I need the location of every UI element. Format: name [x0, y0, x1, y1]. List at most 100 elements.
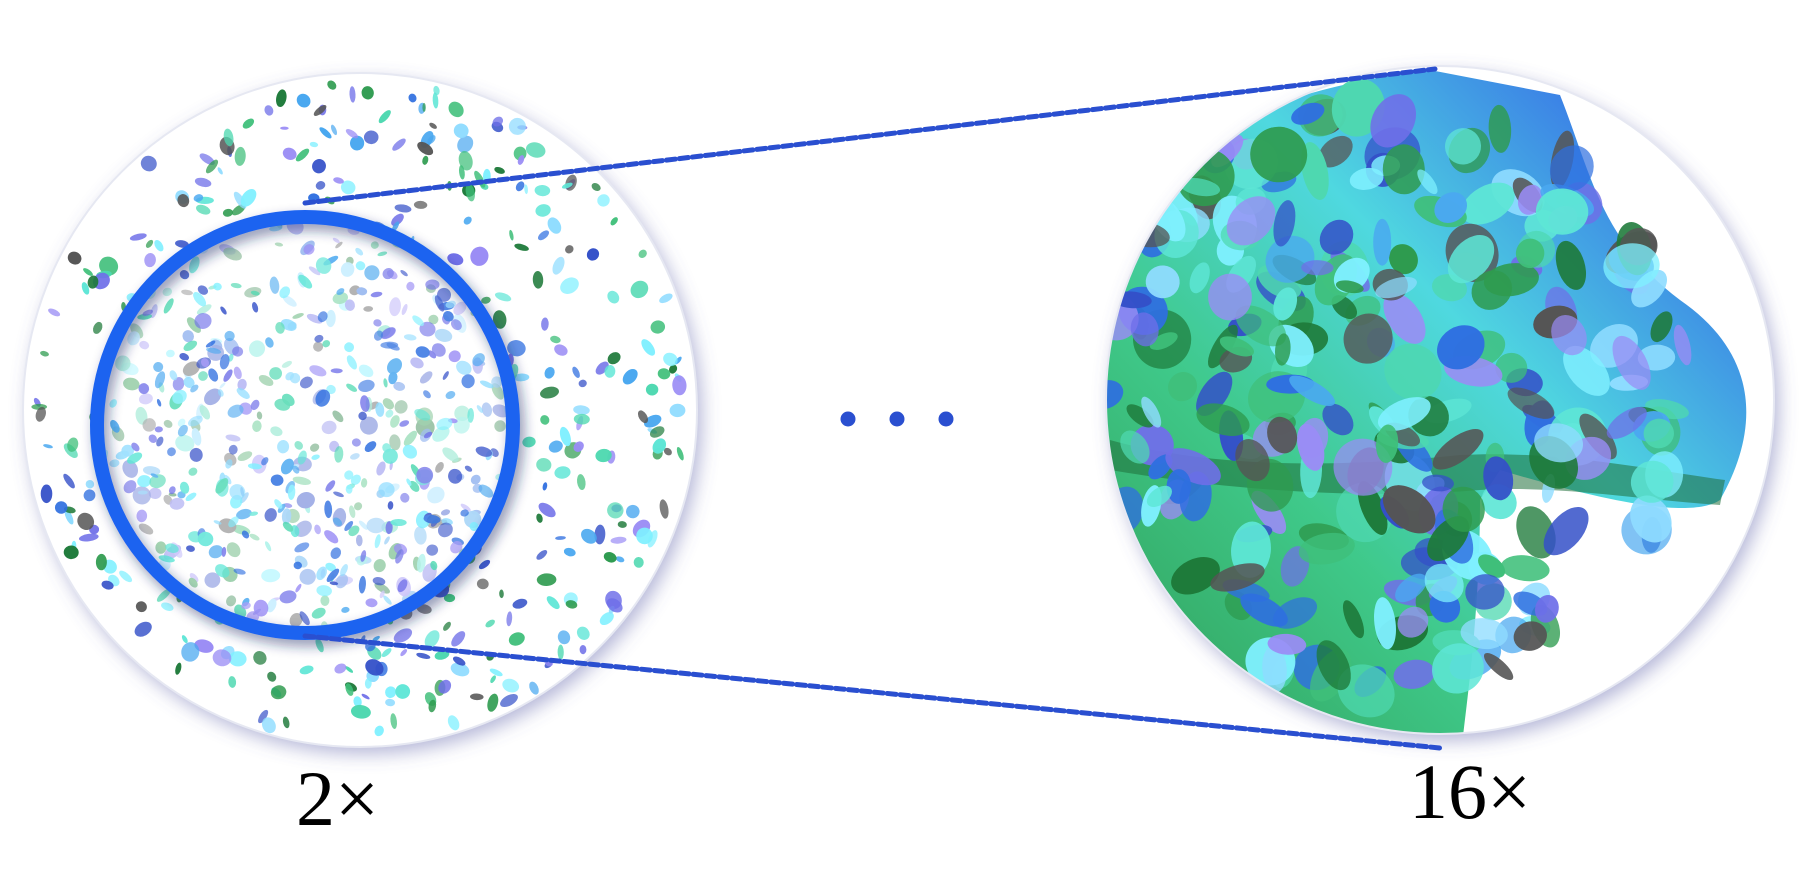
splat-mark	[1513, 621, 1547, 651]
splat-mark	[542, 482, 548, 491]
splat-mark	[87, 275, 99, 289]
splat-mark	[247, 463, 262, 470]
splat-mark	[370, 291, 383, 298]
splat-mark	[264, 508, 277, 522]
splat-mark	[189, 447, 203, 462]
splat-mark	[340, 180, 356, 195]
splat-mark	[1250, 126, 1308, 183]
splat-mark	[345, 129, 358, 139]
splat-mark	[234, 146, 246, 166]
splat-mark	[546, 596, 560, 610]
splat-mark	[428, 350, 437, 359]
splat-mark	[236, 387, 250, 399]
splat-mark	[393, 543, 408, 555]
splat-mark	[400, 269, 408, 277]
splat-mark	[415, 346, 430, 358]
splat-mark	[67, 251, 82, 265]
splat-mark	[641, 339, 656, 356]
splat-mark	[406, 478, 412, 486]
splat-mark	[83, 268, 93, 276]
splat-mark	[494, 292, 512, 302]
splat-mark	[490, 675, 496, 684]
splat-mark	[540, 386, 559, 399]
splat-mark	[399, 420, 410, 427]
splat-mark	[451, 631, 466, 647]
splat-mark	[1376, 424, 1399, 463]
splat-mark	[1543, 506, 1589, 556]
splat-mark	[93, 321, 103, 334]
splat-mark	[591, 182, 601, 192]
splat-mark	[1549, 145, 1594, 192]
splat-mark	[537, 230, 550, 241]
splat-mark	[436, 417, 453, 431]
splat-mark	[517, 155, 525, 165]
splat-mark	[258, 709, 269, 724]
splat-mark	[148, 434, 157, 443]
splat-mark	[617, 521, 627, 528]
splat-mark	[443, 593, 456, 603]
splat-mark	[1424, 563, 1464, 603]
splat-mark	[1335, 280, 1364, 294]
splat-mark	[149, 474, 166, 489]
splat-mark	[228, 444, 238, 455]
splat-mark	[422, 102, 426, 112]
splat-mark	[548, 440, 563, 453]
splat-mark	[402, 444, 418, 459]
splat-mark	[630, 280, 649, 299]
connector-bottom	[302, 633, 1443, 751]
splat-mark	[64, 509, 74, 525]
splat-mark	[35, 406, 46, 422]
splat-mark	[397, 579, 408, 593]
splat-mark	[565, 245, 574, 254]
splat-mark	[443, 311, 454, 322]
splat-mark	[373, 319, 382, 327]
splat-mark	[270, 474, 284, 486]
splat-mark	[536, 457, 552, 472]
splat-mark	[276, 89, 287, 107]
splat-mark	[208, 545, 224, 559]
splat-mark	[188, 467, 198, 476]
splat-mark	[1535, 188, 1589, 235]
splat-mark	[544, 366, 555, 379]
splat-mark	[1382, 485, 1436, 534]
splat-mark	[365, 659, 384, 676]
splat-mark	[392, 138, 406, 151]
splat-mark	[299, 611, 310, 626]
splat-mark	[296, 93, 311, 108]
splat-mark	[83, 489, 96, 502]
splat-mark	[172, 389, 187, 404]
splat-mark	[426, 544, 439, 556]
splat-mark	[1370, 94, 1417, 148]
splat-mark	[599, 612, 614, 626]
splat-mark	[253, 651, 267, 665]
splat-mark	[524, 184, 528, 195]
splat-mark	[295, 148, 310, 162]
splat-mark	[470, 693, 484, 701]
splat-mark	[622, 368, 638, 385]
splat-mark	[189, 256, 200, 274]
splat-mark	[282, 147, 297, 160]
splat-mark	[1318, 135, 1353, 168]
splat-mark	[645, 383, 659, 396]
splat-mark	[154, 371, 166, 389]
splat-mark	[413, 200, 428, 209]
splat-mark	[297, 450, 307, 465]
splat-mark	[40, 484, 53, 504]
splat-mark	[1603, 243, 1660, 289]
splat-mark	[423, 514, 441, 524]
splat-mark	[197, 531, 214, 547]
splat-mark	[434, 650, 450, 660]
splat-mark	[150, 473, 159, 478]
splat-mark	[85, 479, 95, 489]
splat-mark	[423, 390, 431, 399]
splat-mark	[416, 604, 432, 614]
splat-mark	[1673, 324, 1692, 366]
splat-mark	[274, 398, 291, 411]
splat-mark	[377, 251, 388, 257]
splat-mark	[390, 713, 398, 729]
splat-mark	[390, 518, 407, 527]
splat-mark	[282, 521, 294, 532]
splat-mark	[330, 124, 338, 136]
splat-mark	[529, 681, 539, 695]
splat-mark	[412, 315, 424, 327]
